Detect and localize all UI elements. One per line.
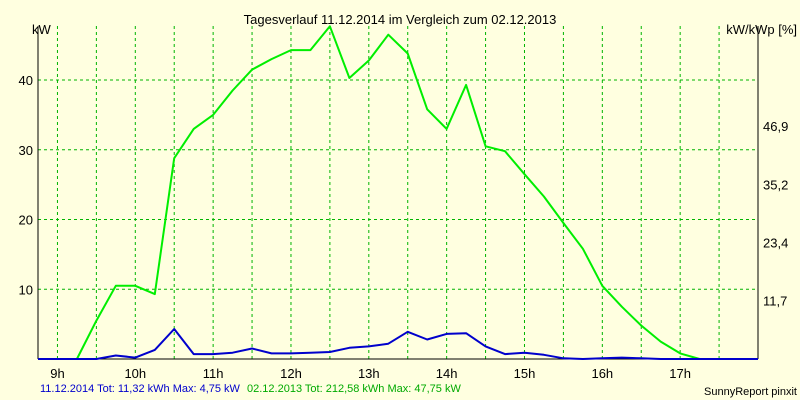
x-tick-label: 11h — [203, 366, 224, 381]
footer-2014-text: 11.12.2014 Tot: 11,32 kWh Max: 4,75 kW — [40, 383, 241, 395]
footer-series-2014: 11.12.2014 Tot: 11,32 kWh Max: 4,75 kW 0… — [40, 383, 461, 395]
x-tick-label: 14h — [436, 366, 458, 381]
x-tick-label: 10h — [124, 366, 146, 381]
x-tick-label: 12h — [280, 366, 302, 381]
y-tick-label-left: 20 — [19, 213, 33, 228]
grid-lines — [38, 26, 758, 359]
y-axis-right-label: kW/kWp [%] — [726, 22, 797, 37]
x-tick-label: 16h — [591, 366, 613, 381]
y-tick-label-right: 11,7 — [763, 293, 787, 308]
series-line-2014 — [38, 328, 758, 360]
series-line-2013 — [38, 25, 758, 360]
x-tick-label: 15h — [514, 366, 536, 381]
series-lines — [38, 25, 758, 360]
x-tick-label: 13h — [358, 366, 380, 381]
y-axis-left-label: kW — [32, 22, 52, 37]
x-tick-label: 17h — [669, 366, 691, 381]
footer-2013-text: 02.12.2013 Tot: 212,58 kWh Max: 47,75 kW — [247, 383, 461, 395]
footer-credit: SunnyReport pinxit — [704, 386, 797, 398]
chart-title: Tagesverlauf 11.12.2014 im Vergleich zum… — [244, 12, 557, 27]
y-tick-label-left: 40 — [19, 73, 33, 88]
y-tick-label-left: 30 — [19, 143, 33, 158]
y-tick-label-right: 46,9 — [763, 119, 788, 134]
y-tick-label-right: 35,2 — [763, 178, 788, 193]
y-tick-label-left: 10 — [19, 282, 33, 297]
y-tick-label-right: 23,4 — [763, 236, 788, 251]
tick-labels: 9h 10h 11h 12h 13h 14h 15h 16h 17h 10 20 30 40 11,7 23… — [19, 73, 789, 381]
x-tick-label: 9h — [50, 366, 64, 381]
